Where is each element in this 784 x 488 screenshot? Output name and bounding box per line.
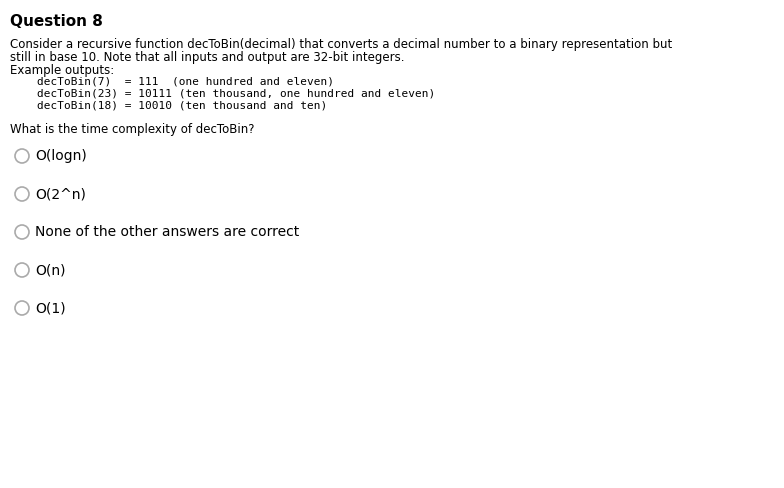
Text: O(n): O(n) bbox=[35, 263, 66, 277]
Text: decToBin(23) = 10111 (ten thousand, one hundred and eleven): decToBin(23) = 10111 (ten thousand, one … bbox=[10, 89, 435, 99]
Text: Question 8: Question 8 bbox=[10, 14, 103, 29]
Text: decToBin(18) = 10010 (ten thousand and ten): decToBin(18) = 10010 (ten thousand and t… bbox=[10, 101, 327, 111]
Text: O(1): O(1) bbox=[35, 301, 66, 315]
Text: What is the time complexity of decToBin?: What is the time complexity of decToBin? bbox=[10, 123, 255, 136]
Text: O(logn): O(logn) bbox=[35, 149, 87, 163]
Text: Consider a recursive function decToBin(decimal) that converts a decimal number t: Consider a recursive function decToBin(d… bbox=[10, 38, 672, 51]
Text: None of the other answers are correct: None of the other answers are correct bbox=[35, 225, 299, 239]
Text: Example outputs:: Example outputs: bbox=[10, 64, 114, 77]
Text: O(2^n): O(2^n) bbox=[35, 187, 86, 201]
Text: decToBin(7)  = 111  (one hundred and eleven): decToBin(7) = 111 (one hundred and eleve… bbox=[10, 77, 334, 87]
Text: still in base 10. Note that all inputs and output are 32-bit integers.: still in base 10. Note that all inputs a… bbox=[10, 51, 405, 64]
